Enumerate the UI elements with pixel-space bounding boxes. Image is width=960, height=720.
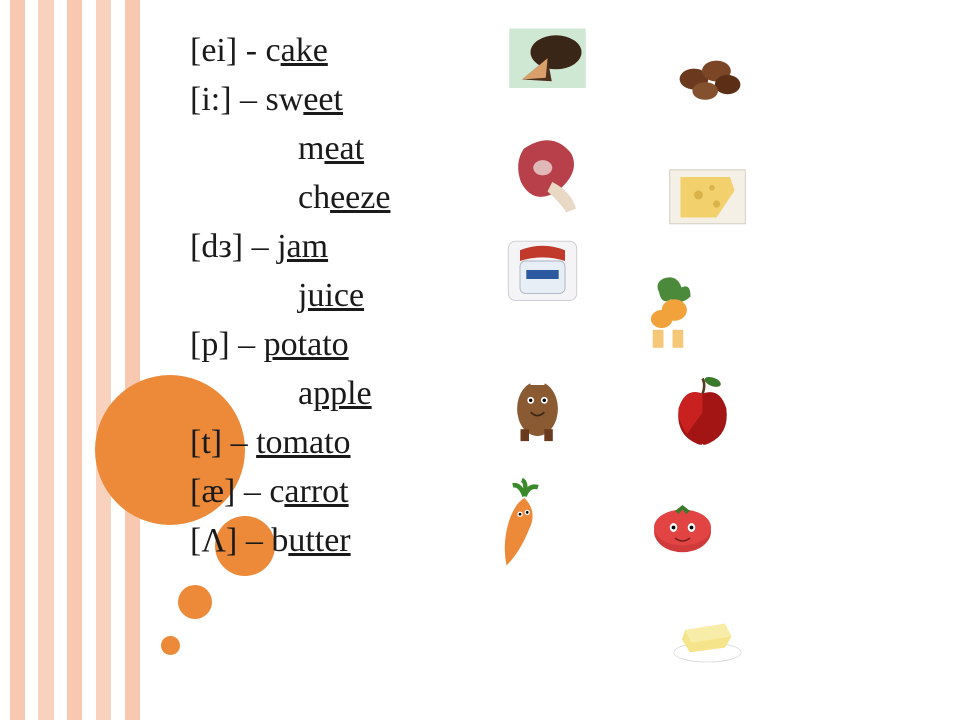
sweets-icon xyxy=(650,35,770,115)
word-underlined: arrot xyxy=(284,473,348,510)
phoneme: [Λ] xyxy=(190,522,237,559)
word-underlined: juice xyxy=(298,277,364,314)
phonetic-line: [p] – potato xyxy=(190,320,390,369)
phonetic-line: [t] – tomato xyxy=(190,418,390,467)
word-underlined: utter xyxy=(288,522,350,559)
potato-icon xyxy=(495,352,580,452)
word-underlined: eeze xyxy=(330,179,390,216)
phonetics-list: [ei] - cake[i:] – sweetmeatcheeze[dз] – … xyxy=(190,26,390,565)
cake-icon xyxy=(490,20,605,105)
apple-icon xyxy=(655,370,750,455)
word-pre: sw xyxy=(266,81,304,118)
word-pre: m xyxy=(298,130,324,167)
word-underlined: pple xyxy=(313,375,372,412)
phonetic-line: [i:] – sweet xyxy=(190,75,390,124)
phoneme: [t] xyxy=(190,424,222,461)
carrot-icon xyxy=(475,470,565,580)
phoneme: [æ] xyxy=(190,473,235,510)
word-pre: c xyxy=(269,473,284,510)
word-pre: a xyxy=(298,375,313,412)
word-underlined: jam xyxy=(277,228,328,265)
jam-icon xyxy=(490,225,595,315)
phoneme: [ei] xyxy=(190,32,237,69)
phonetic-line: juice xyxy=(190,271,390,320)
phonetic-line: [dз] – jam xyxy=(190,222,390,271)
cheese-icon xyxy=(655,150,760,240)
phonetic-line: [æ] – carrot xyxy=(190,467,390,516)
word-pre: b xyxy=(271,522,288,559)
phonetic-line: meat xyxy=(190,124,390,173)
phonetic-line: cheeze xyxy=(190,173,390,222)
tomato-icon xyxy=(625,490,740,565)
butter-icon xyxy=(650,590,765,670)
word-underlined: eet xyxy=(303,81,343,118)
word-underlined: potato xyxy=(264,326,349,363)
word-underlined: ake xyxy=(281,32,328,69)
word-pre: ch xyxy=(298,179,330,216)
phonetic-line: apple xyxy=(190,369,390,418)
phoneme: [dз] xyxy=(190,228,243,265)
word-underlined: eat xyxy=(324,130,364,167)
phonetic-line: [ei] - cake xyxy=(190,26,390,75)
decorative-circle xyxy=(178,585,212,619)
phoneme: [i:] xyxy=(190,81,232,118)
meat-icon xyxy=(500,125,595,220)
decorative-circle xyxy=(161,636,180,655)
phonetic-line: [Λ] – butter xyxy=(190,516,390,565)
left-stripes xyxy=(0,0,140,720)
word-pre: c xyxy=(266,32,281,69)
juice-icon xyxy=(625,265,720,355)
word-underlined: tomato xyxy=(256,424,350,461)
phoneme: [p] xyxy=(190,326,230,363)
